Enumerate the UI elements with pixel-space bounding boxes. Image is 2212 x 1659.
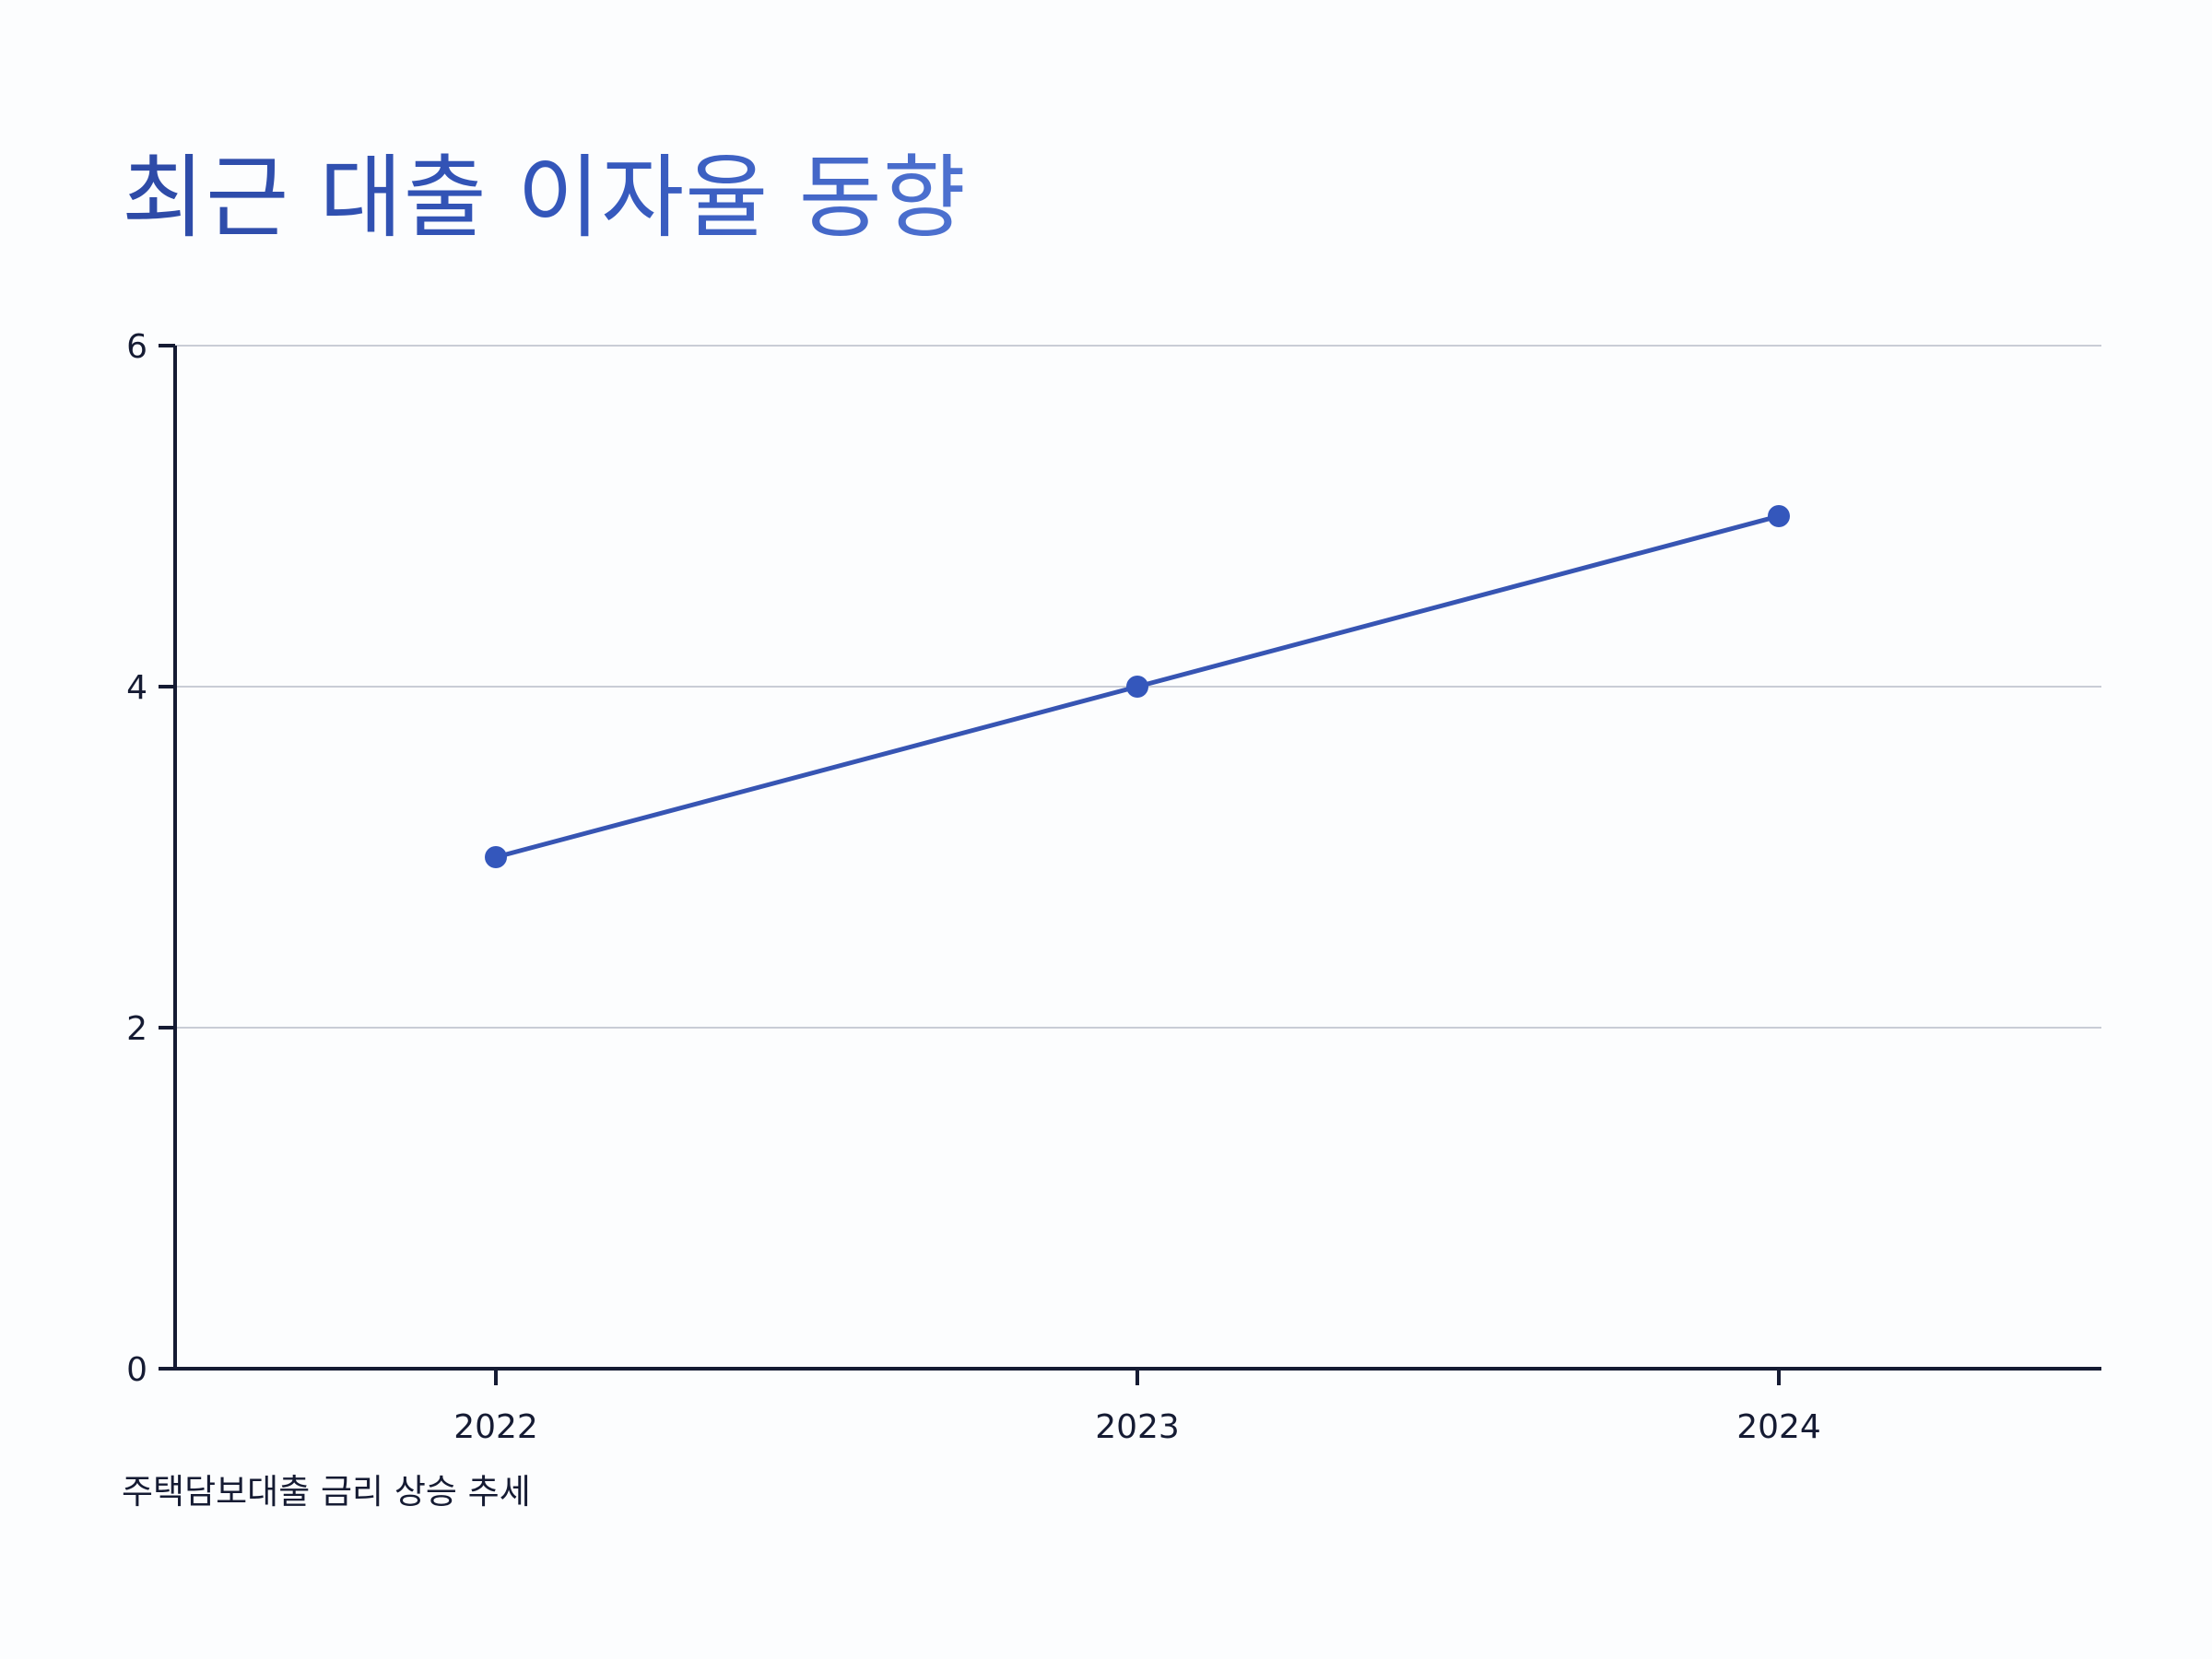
- y-tick-label: 2: [126, 1010, 147, 1048]
- y-tick-label: 6: [126, 328, 147, 366]
- series: [485, 505, 1790, 868]
- data-point-2024: [1768, 505, 1790, 527]
- axes: [159, 344, 2101, 1385]
- chart-subtitle: 주택담보대출 금리 상승 추세: [122, 1472, 531, 1512]
- tick-labels: 0 2 4 6 2022 2023 2024: [126, 328, 1821, 1446]
- y-tick-label: 4: [126, 669, 147, 707]
- x-tick-label: 2023: [1095, 1408, 1180, 1446]
- data-point-2023: [1126, 676, 1148, 698]
- x-tick-label: 2022: [453, 1408, 538, 1446]
- y-tick-label: 0: [126, 1351, 147, 1389]
- chart-title: 최근 대출 이자율 동향: [122, 138, 967, 258]
- data-point-2022: [485, 846, 507, 868]
- x-tick-label: 2024: [1736, 1408, 1821, 1446]
